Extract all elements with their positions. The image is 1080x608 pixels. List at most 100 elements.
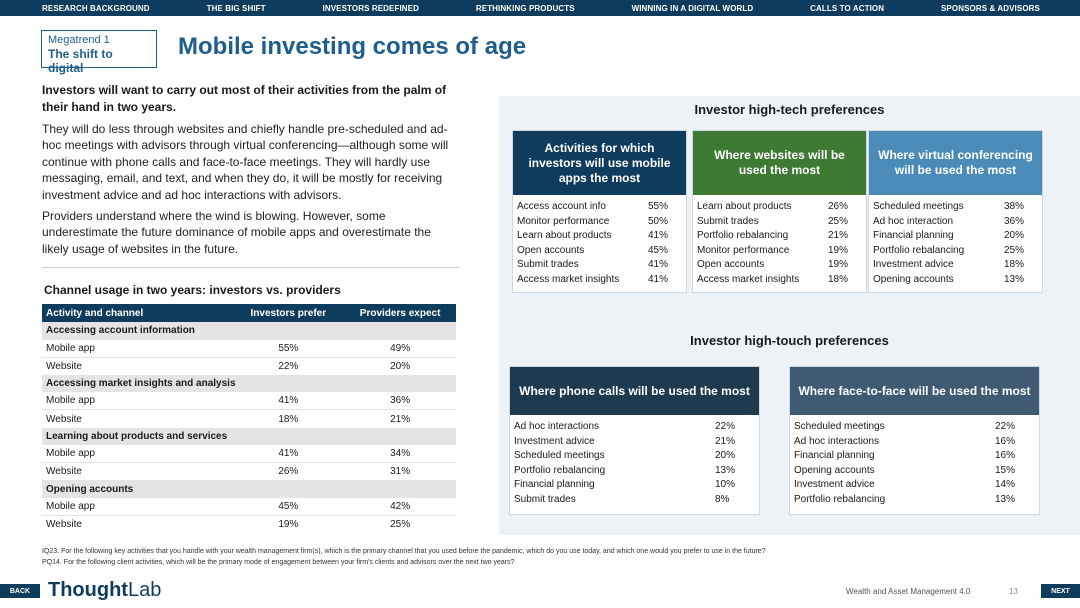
item-label: Learn about products: [697, 201, 792, 212]
list-item: Monitor performance 19%: [697, 244, 862, 259]
divider: [42, 267, 460, 268]
item-label: Portfolio rebalancing: [873, 244, 965, 256]
column-header: Activity and channel: [42, 304, 233, 322]
list-item: Access market insights 41%: [517, 273, 682, 288]
item-value: 18%: [828, 273, 849, 285]
item-value: 19%: [828, 244, 849, 256]
item-value: 25%: [1004, 244, 1025, 256]
list-item: Submit trades 25%: [697, 215, 862, 230]
table-cell: Mobile app: [42, 497, 233, 517]
item-value: 25%: [828, 215, 849, 227]
list-item: Investment advice 18%: [873, 258, 1038, 273]
item-value: 19%: [828, 259, 849, 270]
websites-card: Where websites will be used the most Lea…: [692, 130, 867, 293]
item-value: 13%: [995, 493, 1016, 505]
thoughtlab-logo[interactable]: ThoughtLab: [48, 579, 161, 602]
table-section-row: Accessing account information: [42, 322, 456, 340]
table-cell: 34%: [344, 445, 456, 464]
report-name: Wealth and Asset Management 4.0: [846, 587, 971, 596]
item-value: 50%: [648, 215, 669, 227]
list-item: Portfolio rebalancing 21%: [697, 229, 862, 244]
item-label: Access market insights: [697, 273, 800, 285]
item-label: Portfolio rebalancing: [697, 230, 789, 241]
face-to-face-card: Where face-to-face will be used the most…: [789, 366, 1040, 515]
table-cell: 19%: [278, 519, 299, 531]
card-heading: Where websites will be used the most: [693, 131, 866, 195]
table-cell: 49%: [344, 339, 456, 358]
list-item: Scheduled meetings 20%: [514, 449, 755, 464]
table-cell: Website: [46, 413, 82, 425]
item-value: 8%: [715, 493, 730, 505]
list-item: Access account info 55%: [517, 200, 682, 215]
table-row: Website 19% 25%: [42, 516, 456, 534]
nav-rethinking-products[interactable]: RETHINKING PRODUCTS: [475, 3, 575, 13]
list-item: Open accounts 19%: [697, 258, 862, 273]
table-cell: 21%: [390, 413, 411, 425]
list-item: Investment advice 14%: [794, 478, 1035, 493]
table-section-row: Learning about products and services: [42, 427, 456, 446]
item-label: Investment advice: [794, 479, 875, 490]
table-cell: 42%: [344, 497, 456, 517]
section-name: Accessing market insights and analysis: [42, 374, 456, 393]
table-cell: 36%: [344, 392, 456, 411]
virtual-conferencing-card: Where virtual conferencing will be used …: [868, 130, 1043, 293]
nav-winning-digital-world[interactable]: WINNING IN A DIGITAL WORLD: [631, 3, 754, 13]
next-button[interactable]: NEXT: [1041, 584, 1080, 598]
item-value: 26%: [828, 201, 849, 212]
list-item: Ad hoc interactions 22%: [514, 420, 755, 435]
list-item: Open accounts 45%: [517, 244, 682, 259]
table-cell: 20%: [390, 360, 411, 372]
table-row: Mobile app 41% 36%: [42, 392, 456, 411]
item-value: 22%: [995, 421, 1016, 432]
table-header-row: Activity and channel Investors prefer Pr…: [42, 304, 456, 322]
item-label: Open accounts: [697, 259, 765, 270]
table-cell: 31%: [390, 466, 411, 478]
nav-the-big-shift[interactable]: THE BIG SHIFT: [206, 3, 266, 13]
list-item: Submit trades 41%: [517, 258, 682, 273]
list-item: Portfolio rebalancing 13%: [514, 464, 755, 479]
table-cell: Website: [46, 466, 82, 478]
table-cell: 25%: [390, 519, 411, 531]
table-section-row: Accessing market insights and analysis: [42, 374, 456, 393]
card-heading: Where virtual conferencing will be used …: [869, 131, 1042, 195]
nav-sponsors-advisors[interactable]: SPONSORS & ADVISORS: [941, 3, 1040, 13]
section-name: Learning about products and services: [42, 427, 456, 446]
list-item: Submit trades 8%: [514, 493, 755, 508]
list-item: Ad hoc interaction 36%: [873, 215, 1038, 230]
nav-research-background[interactable]: RESEARCH BACKGROUND: [42, 3, 150, 13]
list-item: Opening accounts 15%: [794, 464, 1035, 479]
table-cell: 26%: [278, 466, 299, 478]
nav-calls-to-action[interactable]: CALLS TO ACTION: [810, 3, 885, 13]
table-cell: 22%: [278, 360, 299, 372]
item-value: 14%: [995, 479, 1016, 490]
item-value: 16%: [995, 450, 1016, 461]
intro-bold-text: Investors will want to carry out most of…: [42, 83, 447, 114]
table-cell: Website: [46, 360, 82, 372]
list-item: Portfolio rebalancing 13%: [794, 493, 1035, 508]
list-item: Financial planning 16%: [794, 449, 1035, 464]
section-name: Opening accounts: [42, 480, 456, 498]
item-value: 15%: [995, 464, 1016, 476]
item-label: Portfolio rebalancing: [794, 493, 886, 505]
phone-calls-card: Where phone calls will be used the most …: [509, 366, 760, 515]
item-label: Submit trades: [697, 215, 759, 227]
item-value: 41%: [648, 259, 669, 270]
list-item: Monitor performance 50%: [517, 215, 682, 230]
card-heading: Where phone calls will be used the most: [510, 367, 759, 415]
item-value: 45%: [648, 244, 669, 256]
nav-investors-redefined[interactable]: INVESTORS REDEFINED: [322, 3, 419, 13]
list-item: Opening accounts 13%: [873, 273, 1038, 288]
list-item: Financial planning 20%: [873, 229, 1038, 244]
list-item: Learn about products 41%: [517, 229, 682, 244]
logo-light-part: Lab: [127, 579, 162, 601]
item-label: Ad hoc interactions: [514, 421, 600, 432]
high-touch-title: Investor high-touch preferences: [690, 333, 889, 348]
item-value: 36%: [1004, 215, 1025, 227]
item-label: Ad hoc interaction: [873, 215, 954, 227]
item-label: Financial planning: [873, 230, 954, 241]
back-button[interactable]: BACK: [0, 584, 40, 598]
item-label: Investment advice: [514, 435, 595, 447]
footnote-pq14: PQ14. For the following client activitie…: [42, 559, 515, 566]
item-label: Submit trades: [517, 259, 579, 270]
table-cell: 41%: [232, 392, 345, 411]
